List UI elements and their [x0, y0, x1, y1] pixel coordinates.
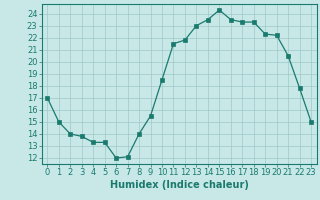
X-axis label: Humidex (Indice chaleur): Humidex (Indice chaleur) [110, 180, 249, 190]
